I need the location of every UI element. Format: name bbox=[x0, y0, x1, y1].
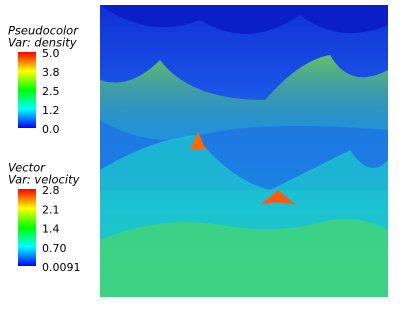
legend-variable: Var: density bbox=[8, 36, 77, 50]
tick-label: 2.8 bbox=[42, 184, 60, 197]
tick-label: 3.8 bbox=[42, 66, 60, 79]
tick-label: 1.4 bbox=[42, 223, 60, 236]
tick-label: 2.1 bbox=[42, 203, 60, 216]
tick-label: 0.70 bbox=[42, 242, 67, 255]
tick-label: 0.0 bbox=[42, 123, 60, 136]
legend-title: Vector bbox=[8, 161, 46, 175]
color-bar bbox=[18, 52, 36, 128]
tick-label: 0.0091 bbox=[42, 261, 81, 274]
legend-ticks: 2.8 2.1 1.4 0.70 0.0091 bbox=[42, 184, 81, 274]
legend-title: Pseudocolor bbox=[8, 24, 79, 38]
plot-image bbox=[100, 5, 388, 297]
color-bar bbox=[18, 189, 36, 266]
tick-label: 1.2 bbox=[42, 104, 60, 117]
legend-variable: Var: velocity bbox=[8, 173, 80, 187]
tick-label: 2.5 bbox=[42, 85, 60, 98]
legend-ticks: 5.0 3.8 2.5 1.2 0.0 bbox=[42, 47, 60, 136]
tick-label: 5.0 bbox=[42, 47, 60, 60]
